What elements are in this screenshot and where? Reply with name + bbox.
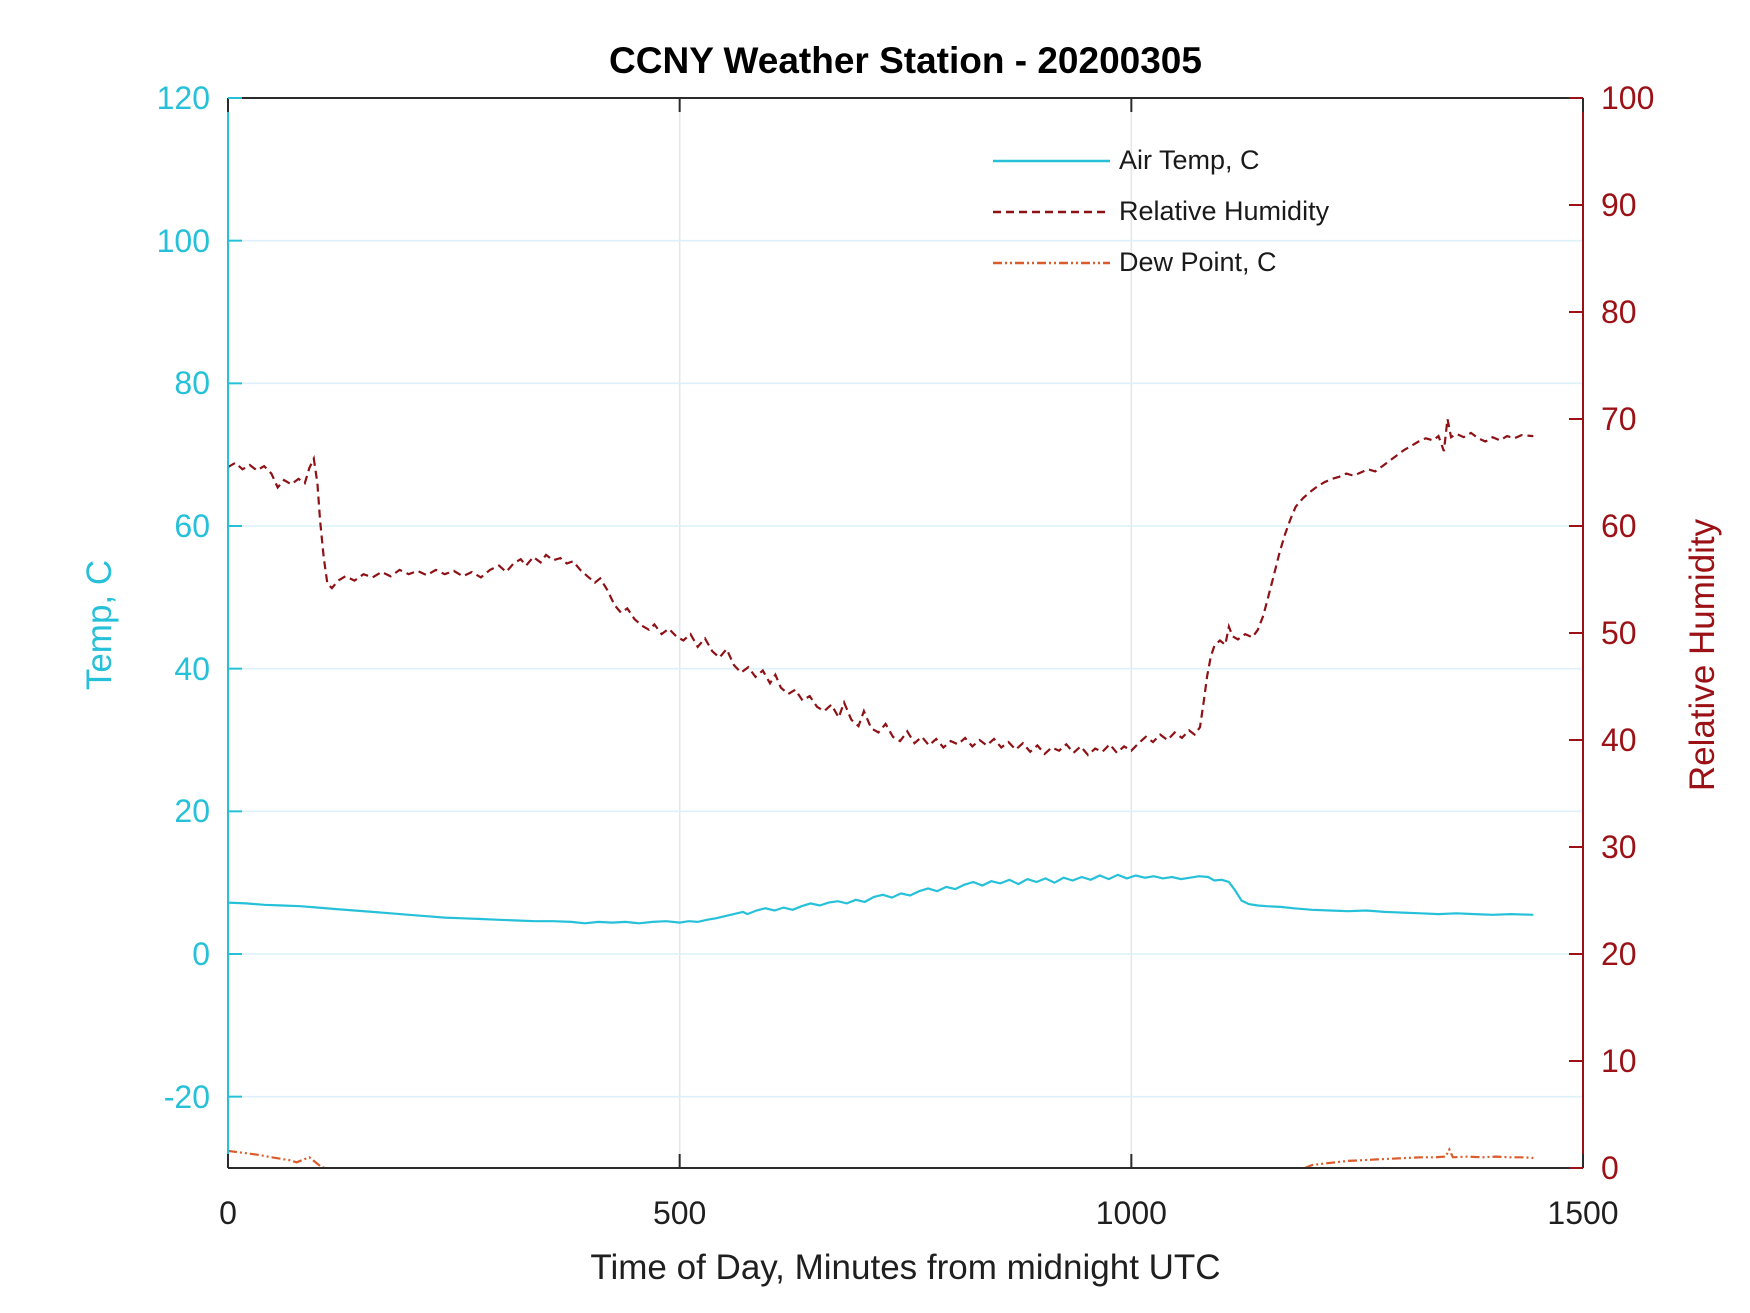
right-axis-tick-label: 100 [1601, 80, 1655, 116]
right-axis-tick-label: 30 [1601, 829, 1637, 865]
legend-label-relative-humidity: Relative Humidity [1119, 196, 1330, 226]
series-dew-point-c [1304, 1146, 1534, 1168]
legend: Air Temp, C Relative Humidity Dew Point,… [993, 135, 1329, 288]
x-axis-label: Time of Day, Minutes from midnight UTC [590, 1248, 1221, 1287]
x-axis-tick-label: 500 [652, 1195, 707, 1231]
left-axis-tick-label: -20 [163, 1078, 210, 1115]
series-relative-humidity [228, 418, 1534, 757]
chart-title: CCNY Weather Station - 20200305 [609, 40, 1202, 81]
right-axis-tick-label: 40 [1601, 722, 1637, 758]
left-axis-tick-label: 0 [192, 936, 210, 972]
legend-label-dew-point: Dew Point, C [1119, 247, 1277, 277]
right-axis-tick-label: 10 [1601, 1043, 1637, 1079]
left-axis-tick-label: 20 [174, 793, 210, 830]
left-axis-tick-label: 100 [156, 222, 210, 259]
legend-entry-dew-point: Dew Point, C [993, 237, 1329, 288]
right-axis-tick-label: 90 [1601, 187, 1637, 223]
x-axis-tick-label: 0 [219, 1195, 237, 1231]
x-axis-tick-label: 1000 [1095, 1195, 1167, 1231]
right-axis-tick-label: 70 [1601, 401, 1637, 437]
legend-entry-relative-humidity: Relative Humidity [993, 186, 1329, 237]
legend-label-air-temp: Air Temp, C [1119, 145, 1260, 175]
relative-humidity-line-sample [993, 210, 1110, 213]
right-axis-label: Relative Humidity [1683, 518, 1722, 792]
x-axis-tick-label: 1500 [1547, 1195, 1619, 1231]
right-axis-tick-label: 0 [1601, 1150, 1619, 1186]
left-axis-tick-label: 80 [174, 365, 210, 402]
legend-entry-air-temp: Air Temp, C [993, 135, 1329, 186]
right-axis-tick-label: 50 [1601, 615, 1637, 651]
left-axis-tick-label: 120 [156, 80, 210, 116]
right-axis-tick-label: 80 [1601, 294, 1637, 330]
left-axis-label: Temp, C [80, 559, 119, 691]
series-dew-point-c [228, 1149, 326, 1168]
right-axis-tick-label: 20 [1601, 936, 1637, 972]
series-air-temp-c [228, 873, 1534, 925]
dew-point-line-sample [993, 261, 1110, 264]
left-axis-tick-label: 60 [174, 508, 210, 544]
right-axis-tick-label: 60 [1601, 508, 1637, 544]
air-temp-line-sample [993, 159, 1110, 162]
left-axis-tick-label: 40 [174, 650, 210, 687]
